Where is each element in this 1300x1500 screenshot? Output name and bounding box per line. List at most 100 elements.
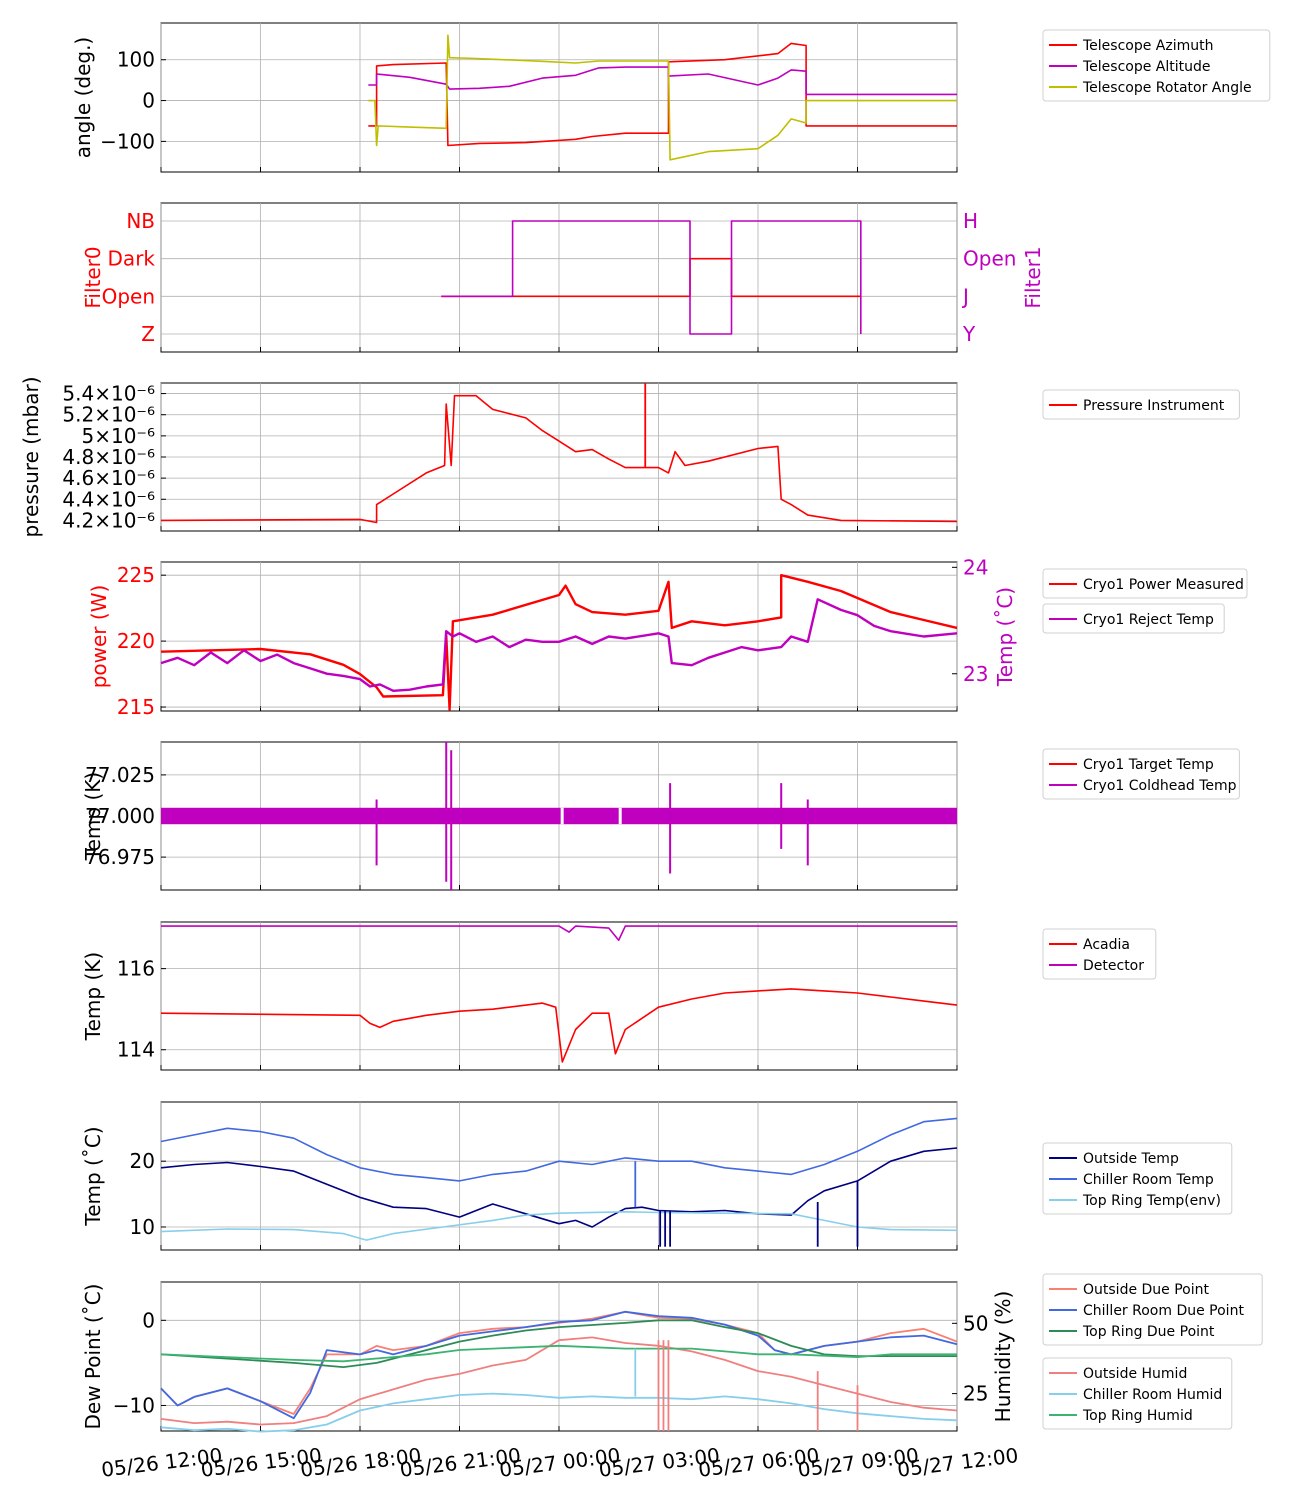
angle-series-telescope-rotator-angle	[368, 34, 957, 161]
cryo_power-panel: 215 220 225 23 24 power (W) Temp (˚C)	[87, 555, 1017, 719]
angle-ytick-label: −100	[100, 129, 155, 153]
cryo_temp-ytick-label: 76.975	[85, 845, 155, 869]
angle-series-telescope-altitude	[368, 66, 957, 96]
filter1-tick-label: Y	[962, 322, 976, 346]
cryo_power-ytick-label: 220	[117, 629, 155, 653]
angle-panel: −100 0 100 angle (deg.)	[71, 22, 958, 173]
pressure-ytick-label: 4.6×10⁻⁶	[62, 466, 155, 490]
dewpoint-series-top-ring-humid	[160, 1344, 957, 1363]
legend-label: Top Ring Due Point	[1082, 1324, 1215, 1340]
legend-label: Telescope Rotator Angle	[1082, 80, 1252, 96]
filter0-tick-label: Open	[102, 284, 155, 308]
acadia-ylabel: Temp (K)	[81, 952, 105, 1041]
env_temp-ytick-label: 20	[130, 1149, 155, 1173]
dewpoint-series-outside-humid	[160, 1336, 958, 1426]
angle-ytick-label: 100	[117, 48, 155, 72]
legend-label: Chiller Room Due Point	[1083, 1303, 1244, 1319]
legend-label: Chiller Room Humid	[1083, 1387, 1222, 1403]
cryo_power-series-cryo1-reject-temp	[160, 598, 958, 692]
legend: Pressure Instrument	[1042, 389, 1240, 420]
cryo_temp-ytick-label: 77.000	[85, 804, 155, 828]
legend-frame	[1042, 1142, 1233, 1215]
acadia-panel: 114 116 Temp (K)	[81, 921, 958, 1071]
angle-ylabel: angle (deg.)	[71, 37, 95, 159]
dewpoint-ytick-label: 25	[963, 1382, 988, 1406]
legend-label: Acadia	[1083, 937, 1130, 953]
legend-label: Cryo1 Reject Temp	[1083, 612, 1214, 628]
pressure-ytick-label: 4.2×10⁻⁶	[62, 508, 155, 532]
legend-label: Pressure Instrument	[1083, 398, 1225, 414]
dewpoint-series-top-ring-due-point	[160, 1319, 957, 1368]
dewpoint-panel: −10 0 25 50 Dew Point (˚C) Humidity (%)	[81, 1281, 1015, 1433]
legend-frame	[1042, 389, 1240, 420]
legend: Outside Humid Chiller Room Humid Top Ring …	[1042, 1357, 1233, 1430]
legend: Cryo1 Target Temp Cryo1 Coldhead Temp	[1042, 748, 1240, 800]
dewpoint-ytick-label: 0	[142, 1308, 155, 1332]
legend-label: Cryo1 Power Measured	[1083, 577, 1244, 593]
env_temp-ylabel: Temp (˚C)	[81, 1126, 105, 1226]
legend-label: Outside Temp	[1083, 1151, 1179, 1167]
filter0-tick-label: Z	[141, 322, 155, 346]
legend: Cryo1 Power Measured	[1042, 568, 1248, 599]
pressure-ytick-label: 4.8×10⁻⁶	[62, 445, 155, 469]
legend-frame	[1042, 748, 1240, 800]
filter0-tick-label: Dark	[108, 247, 156, 271]
pressure-ytick-label: 5.4×10⁻⁶	[62, 382, 155, 406]
filter1-tick-label: Open	[963, 247, 1016, 271]
acadia-ytick-label: 114	[117, 1038, 155, 1062]
pressure-panel: 4.2×10⁻⁶4.4×10⁻⁶4.6×10⁻⁶4.8×10⁻⁶5×10⁻⁶5.…	[19, 376, 958, 538]
legend-label: Outside Due Point	[1083, 1282, 1210, 1298]
dewpoint-series-chiller-room-humid	[160, 1392, 958, 1433]
filter-panel: Z Y Open J Dark Open NB H Filter0 Filter1	[81, 202, 1045, 353]
legend-frame	[1042, 603, 1225, 634]
cryo_power-ylabel-right: Temp (˚C)	[993, 587, 1017, 687]
legend-label: Top Ring Humid	[1082, 1408, 1193, 1424]
cryo_temp-gap	[618, 807, 622, 825]
cryo_temp-series-coldhead-band	[161, 807, 957, 825]
dewpoint-ytick-label: −10	[113, 1393, 155, 1417]
legend-label: Outside Humid	[1083, 1366, 1187, 1382]
cryo_power-ytick-label: 215	[117, 695, 155, 719]
env_temp-series-top-ring-temp-env-	[160, 1211, 958, 1241]
filter1-tick-label: H	[963, 209, 978, 233]
legend-label: Cryo1 Coldhead Temp	[1083, 778, 1237, 794]
angle-ytick-label: 0	[142, 89, 155, 113]
filter-series-filter1	[441, 220, 862, 335]
filter-ylabel: Filter0	[81, 246, 105, 308]
legend: Acadia Detector	[1042, 928, 1157, 980]
pressure-ylabel: pressure (mbar)	[19, 376, 43, 537]
acadia-ytick-label: 116	[117, 957, 155, 981]
legend-label: Detector	[1083, 958, 1144, 974]
env_temp-panel: 10 20 Temp (˚C)	[81, 1101, 958, 1251]
pressure-ytick-label: 4.4×10⁻⁶	[62, 487, 155, 511]
cryo_power-ytick-label: 24	[963, 555, 988, 579]
legend-label: Top Ring Temp(env)	[1082, 1193, 1221, 1209]
dewpoint-ylabel-right: Humidity (%)	[991, 1291, 1015, 1423]
angle-series-telescope-azimuth	[368, 42, 957, 147]
filter1-tick-label: J	[961, 284, 969, 308]
filter-series-filter0	[441, 257, 861, 298]
pressure-ytick-label: 5.2×10⁻⁶	[62, 403, 155, 427]
cryo_temp-ytick-label: 77.025	[85, 763, 155, 787]
legend-label: Chiller Room Temp	[1083, 1172, 1214, 1188]
legend: Telescope Azimuth Telescope Altitude Teles…	[1042, 29, 1271, 102]
legend-frame	[1042, 1273, 1263, 1346]
cryo_power-ytick-label: 225	[117, 563, 155, 587]
dewpoint-ylabel: Dew Point (˚C)	[81, 1283, 105, 1429]
cryo_power-ylabel: power (W)	[87, 585, 111, 689]
legend-label: Cryo1 Target Temp	[1083, 757, 1214, 773]
legend-label: Telescope Altitude	[1082, 59, 1211, 75]
legend: Outside Temp Chiller Room Temp Top Ring Te…	[1042, 1142, 1233, 1215]
acadia-series-acadia	[160, 988, 958, 1063]
legend-frame	[1042, 928, 1157, 980]
legend: Cryo1 Reject Temp	[1042, 603, 1225, 634]
legend-frame	[1042, 1357, 1233, 1430]
legend-frame	[1042, 568, 1248, 599]
env_temp-series-outside-temp	[160, 1147, 958, 1228]
legend: Outside Due Point Chiller Room Due Point T…	[1042, 1273, 1263, 1346]
legend-label: Telescope Azimuth	[1082, 38, 1213, 54]
filter0-tick-label: NB	[126, 209, 155, 233]
acadia-series-detector	[161, 925, 957, 941]
